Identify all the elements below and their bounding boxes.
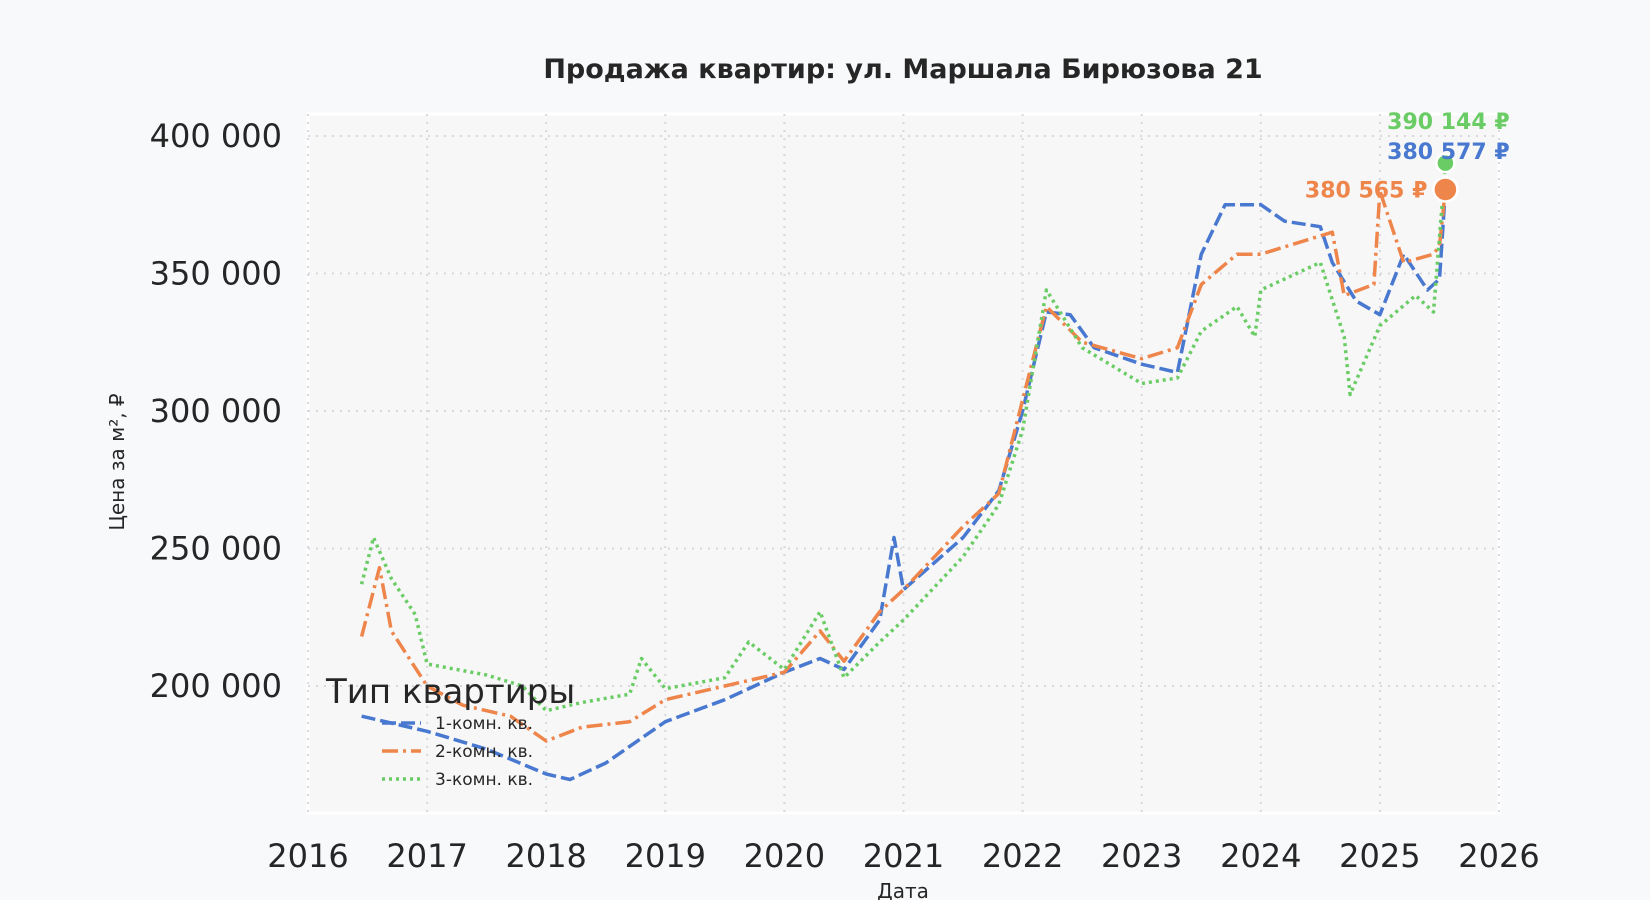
x-tick-label: 2022 bbox=[982, 837, 1063, 875]
y-tick-label: 200 000 bbox=[150, 667, 282, 705]
x-tick-label: 2017 bbox=[386, 837, 467, 875]
series-line-1 bbox=[361, 189, 1448, 782]
x-tick-label: 2026 bbox=[1458, 837, 1539, 875]
x-tick-label: 2023 bbox=[1101, 837, 1182, 875]
series-line-3 bbox=[359, 162, 1448, 713]
legend-title: Тип квартиры bbox=[325, 672, 575, 712]
legend: Тип квартиры 1-комн. кв. 2-комн. кв. 3-ком… bbox=[325, 672, 575, 790]
x-tick-label: 2016 bbox=[267, 837, 348, 875]
end-value-label-2: 380 565 ₽ bbox=[1305, 178, 1427, 203]
end-value-label-3: 390 144 ₽ bbox=[1387, 110, 1509, 135]
x-tick-label: 2025 bbox=[1339, 837, 1420, 875]
end-value-label-1: 380 577 ₽ bbox=[1387, 140, 1509, 165]
grid bbox=[307, 114, 1500, 813]
x-tick-label: 2021 bbox=[863, 837, 944, 875]
x-tick-label: 2019 bbox=[625, 837, 706, 875]
series-line-2 bbox=[359, 189, 1448, 743]
y-tick-label: 400 000 bbox=[150, 117, 282, 155]
series-lines bbox=[359, 162, 1448, 782]
chart-title: Продажа квартир: ул. Маршала Бирюзова 21 bbox=[543, 54, 1262, 85]
x-tick-labels: 2016 2017 2018 2019 2020 2021 2022 2023 2024 2025… bbox=[267, 837, 1539, 875]
end-marker-2 bbox=[1432, 176, 1459, 203]
plot-area bbox=[306, 112, 1501, 815]
legend-item-1: 1-комн. кв. bbox=[435, 714, 533, 734]
x-tick-label: 2020 bbox=[744, 837, 825, 875]
end-marker-3 bbox=[1435, 152, 1456, 174]
y-tick-label: 250 000 bbox=[150, 529, 282, 567]
legend-item-2: 2-комн. кв. bbox=[435, 742, 533, 762]
x-tick-label: 2024 bbox=[1220, 837, 1301, 875]
legend-item-3: 3-комн. кв. bbox=[435, 770, 533, 790]
y-axis-label: Цена за м², ₽ bbox=[105, 393, 129, 531]
x-axis-label: Дата bbox=[877, 879, 929, 900]
end-markers: 380 577 ₽ 380 565 ₽ 390 144 ₽ bbox=[1305, 110, 1510, 203]
y-tick-label: 300 000 bbox=[150, 392, 282, 430]
y-tick-labels: 200 000 250 000 300 000 350 000 400 000 bbox=[150, 117, 282, 705]
y-tick-label: 350 000 bbox=[150, 254, 282, 292]
x-tick-label: 2018 bbox=[505, 837, 586, 875]
